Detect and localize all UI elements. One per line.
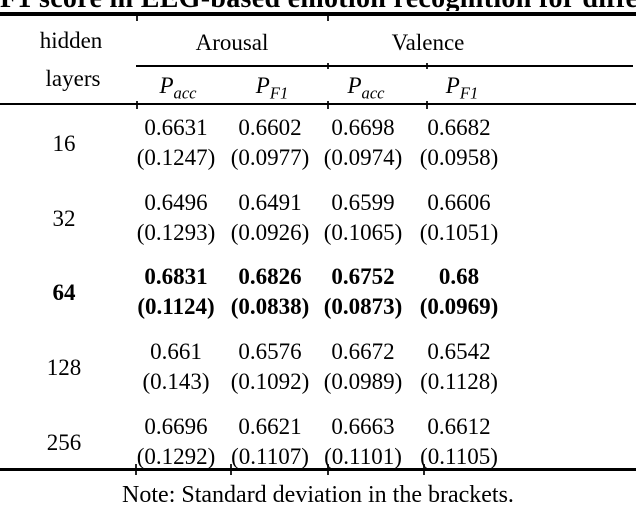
cell-std: (0.0974) <box>323 145 403 170</box>
cell-mean-best: 0.6826 <box>238 264 302 289</box>
row-label-64: 64 <box>52 280 76 305</box>
metric-header-valence-pacc: Pacc <box>347 74 384 102</box>
cell-std-best: (0.0969) <box>419 294 499 319</box>
cell-std-best: (0.0873) <box>323 294 403 319</box>
column-divider-stub <box>426 63 428 69</box>
column-divider-stub <box>426 101 428 109</box>
metric-symbol: P <box>159 73 174 98</box>
metric-header-arousal-pacc: Pacc <box>159 74 196 102</box>
column-divider-stub <box>327 464 329 475</box>
cell-std: (0.1105) <box>420 444 498 469</box>
metric-subscript: F1 <box>269 83 289 103</box>
column-divider-stub <box>230 464 232 475</box>
cell-std: (0.1292) <box>136 444 216 469</box>
column-divider-stub <box>327 12 329 21</box>
cell-mean: 0.6606 <box>427 190 491 215</box>
table-footnote: Note: Standard deviation in the brackets… <box>122 482 514 508</box>
cell-std: (0.1092) <box>230 369 310 394</box>
cell-mean: 0.6631 <box>144 115 208 140</box>
cell-mean: 0.6663 <box>331 414 395 439</box>
cell-mean: 0.6496 <box>144 190 208 215</box>
group-header-arousal: Arousal <box>195 30 269 55</box>
caption-text: F1 score in EEG-based emotion recognitio… <box>0 0 636 11</box>
cell-mean: 0.6599 <box>331 190 395 215</box>
metric-symbol: P <box>255 73 270 98</box>
cell-std-best: (0.0838) <box>230 294 310 319</box>
cell-std: (0.1101) <box>324 444 402 469</box>
cell-std: (0.1293) <box>136 220 216 245</box>
table-bottom-rule <box>0 468 636 471</box>
column-divider-stub <box>423 464 425 475</box>
cell-mean: 0.6576 <box>238 339 302 364</box>
cell-std: (0.0977) <box>230 145 310 170</box>
cell-mean: 0.6491 <box>238 190 302 215</box>
cell-mean-best: 0.6752 <box>331 264 395 289</box>
cell-mean: 0.6602 <box>238 115 302 140</box>
cell-std: (0.1247) <box>136 145 216 170</box>
cell-mean: 0.6672 <box>331 339 395 364</box>
cell-mean-best: 0.68 <box>438 264 480 289</box>
metric-subscript: acc <box>361 83 385 103</box>
table-top-rule <box>0 12 636 16</box>
cell-std: (0.1128) <box>420 369 498 394</box>
metric-header-arousal-pf1: PF1 <box>256 74 288 102</box>
cell-mean: 0.6682 <box>427 115 491 140</box>
cell-std: (0.1051) <box>419 220 499 245</box>
row-label-16: 16 <box>52 131 76 156</box>
column-divider-stub <box>135 464 137 475</box>
metric-symbol: P <box>347 73 362 98</box>
cell-mean: 0.6698 <box>331 115 395 140</box>
row-label-256: 256 <box>46 430 82 455</box>
column-divider-stub <box>327 101 329 109</box>
cell-std: (0.0958) <box>419 145 499 170</box>
column-divider-stub <box>327 63 329 69</box>
column-divider-stub <box>136 12 138 21</box>
cell-mean: 0.6621 <box>238 414 302 439</box>
cell-std: (0.0989) <box>323 369 403 394</box>
cell-mean: 0.6696 <box>144 414 208 439</box>
cell-mean: 0.661 <box>150 339 202 364</box>
metric-subscript: acc <box>173 83 197 103</box>
row-label-128: 128 <box>46 355 82 380</box>
metric-header-valence-pf1: PF1 <box>446 74 478 102</box>
cell-std: (0.0926) <box>230 220 310 245</box>
cell-std: (0.1107) <box>231 444 309 469</box>
metric-subscript: F1 <box>459 83 479 103</box>
header-separator-rule <box>0 103 636 105</box>
cell-std-best: (0.1124) <box>137 294 215 319</box>
cell-std: (0.1065) <box>323 220 403 245</box>
cell-std: (0.143) <box>142 369 210 394</box>
group-header-valence: Valence <box>391 30 465 55</box>
cell-mean-best: 0.6831 <box>144 264 208 289</box>
row-header-line2: layers <box>45 66 101 91</box>
metric-symbol: P <box>445 73 460 98</box>
row-label-32: 32 <box>52 206 76 231</box>
group-header-underline <box>136 65 633 67</box>
cell-mean: 0.6542 <box>427 339 491 364</box>
caption-fragment-clipped: F1 score in EEG-based emotion recognitio… <box>0 0 636 11</box>
row-header-line1: hidden <box>39 28 103 53</box>
column-divider-stub <box>136 101 138 109</box>
cell-mean: 0.6612 <box>427 414 491 439</box>
